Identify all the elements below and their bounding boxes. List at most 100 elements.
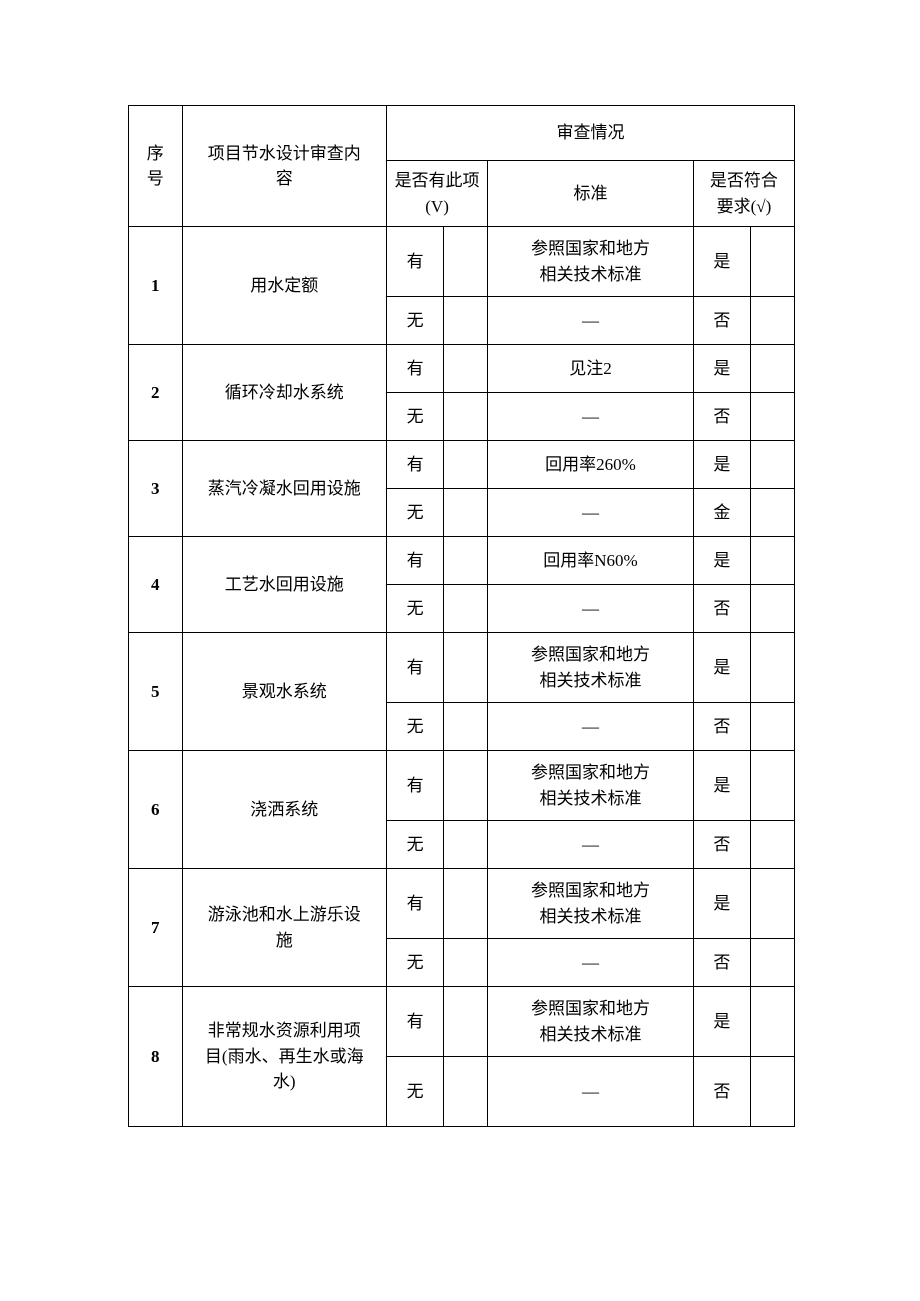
std-wu: — bbox=[488, 821, 694, 869]
res-you-mark[interactable] bbox=[750, 633, 794, 703]
res-you-mark[interactable] bbox=[750, 987, 794, 1057]
res-you-mark[interactable] bbox=[750, 537, 794, 585]
std-wu: — bbox=[488, 703, 694, 751]
content-cell: 工艺水回用设施 bbox=[182, 537, 387, 633]
res-you-mark[interactable] bbox=[750, 751, 794, 821]
res-you-label: 是 bbox=[693, 441, 750, 489]
res-you-label: 是 bbox=[693, 537, 750, 585]
std-wu: — bbox=[488, 1057, 694, 1127]
std-you: 参照国家和地方相关技术标准 bbox=[488, 869, 694, 939]
res-you-label: 是 bbox=[693, 345, 750, 393]
std-wu: — bbox=[488, 489, 694, 537]
has-wu-label: 无 bbox=[387, 585, 444, 633]
header-seq: 序号 bbox=[129, 106, 183, 227]
header-standard: 标准 bbox=[488, 161, 694, 227]
std-you: 参照国家和地方相关技术标准 bbox=[488, 987, 694, 1057]
has-you-label: 有 bbox=[387, 441, 444, 489]
res-wu-label: 否 bbox=[693, 1057, 750, 1127]
std-you: 回用率260% bbox=[488, 441, 694, 489]
seq-cell: 2 bbox=[129, 345, 183, 441]
has-you-label: 有 bbox=[387, 345, 444, 393]
content-cell: 蒸汽冷凝水回用设施 bbox=[182, 441, 387, 537]
has-wu-label: 无 bbox=[387, 1057, 444, 1127]
res-you-label: 是 bbox=[693, 633, 750, 703]
res-wu-mark[interactable] bbox=[750, 393, 794, 441]
std-wu: — bbox=[488, 585, 694, 633]
seq-cell: 3 bbox=[129, 441, 183, 537]
header-content: 项目节水设计审查内容 bbox=[182, 106, 387, 227]
res-you-label: 是 bbox=[693, 869, 750, 939]
content-cell: 用水定额 bbox=[182, 227, 387, 345]
has-you-mark[interactable] bbox=[444, 345, 488, 393]
std-wu: — bbox=[488, 939, 694, 987]
content-cell: 循环冷却水系统 bbox=[182, 345, 387, 441]
has-you-mark[interactable] bbox=[444, 633, 488, 703]
res-wu-mark[interactable] bbox=[750, 297, 794, 345]
seq-cell: 6 bbox=[129, 751, 183, 869]
has-you-mark[interactable] bbox=[444, 537, 488, 585]
res-you-mark[interactable] bbox=[750, 345, 794, 393]
has-you-label: 有 bbox=[387, 537, 444, 585]
res-you-mark[interactable] bbox=[750, 441, 794, 489]
res-wu-label: 否 bbox=[693, 585, 750, 633]
std-you: 见注2 bbox=[488, 345, 694, 393]
res-wu-label: 否 bbox=[693, 939, 750, 987]
res-wu-label: 否 bbox=[693, 821, 750, 869]
has-you-label: 有 bbox=[387, 751, 444, 821]
res-wu-mark[interactable] bbox=[750, 489, 794, 537]
content-cell: 游泳池和水上游乐设施 bbox=[182, 869, 387, 987]
has-wu-label: 无 bbox=[387, 489, 444, 537]
content-cell: 非常规水资源利用项目(雨水、再生水或海水) bbox=[182, 987, 387, 1127]
content-cell: 景观水系统 bbox=[182, 633, 387, 751]
std-you: 参照国家和地方相关技术标准 bbox=[488, 751, 694, 821]
res-you-label: 是 bbox=[693, 227, 750, 297]
has-wu-label: 无 bbox=[387, 297, 444, 345]
has-wu-label: 无 bbox=[387, 821, 444, 869]
res-wu-mark[interactable] bbox=[750, 939, 794, 987]
res-wu-label: 否 bbox=[693, 297, 750, 345]
std-wu: — bbox=[488, 393, 694, 441]
seq-cell: 8 bbox=[129, 987, 183, 1127]
res-wu-mark[interactable] bbox=[750, 585, 794, 633]
res-wu-label: 金 bbox=[693, 489, 750, 537]
header-has-item: 是否有此项(V) bbox=[387, 161, 488, 227]
seq-cell: 7 bbox=[129, 869, 183, 987]
content-cell: 浇洒系统 bbox=[182, 751, 387, 869]
has-you-label: 有 bbox=[387, 227, 444, 297]
has-wu-label: 无 bbox=[387, 703, 444, 751]
seq-cell: 1 bbox=[129, 227, 183, 345]
has-you-label: 有 bbox=[387, 633, 444, 703]
has-you-mark[interactable] bbox=[444, 441, 488, 489]
has-wu-label: 无 bbox=[387, 393, 444, 441]
has-wu-mark[interactable] bbox=[444, 585, 488, 633]
res-wu-mark[interactable] bbox=[750, 821, 794, 869]
res-you-label: 是 bbox=[693, 751, 750, 821]
header-review: 审查情况 bbox=[387, 106, 795, 161]
has-you-mark[interactable] bbox=[444, 869, 488, 939]
review-table: 序号项目节水设计审查内容审查情况是否有此项(V)标准是否符合要求(√)1用水定额… bbox=[128, 105, 795, 1127]
has-wu-mark[interactable] bbox=[444, 297, 488, 345]
std-you: 回用率N60% bbox=[488, 537, 694, 585]
res-you-mark[interactable] bbox=[750, 227, 794, 297]
res-wu-mark[interactable] bbox=[750, 1057, 794, 1127]
has-wu-label: 无 bbox=[387, 939, 444, 987]
has-wu-mark[interactable] bbox=[444, 703, 488, 751]
res-you-mark[interactable] bbox=[750, 869, 794, 939]
std-you: 参照国家和地方相关技术标准 bbox=[488, 227, 694, 297]
has-wu-mark[interactable] bbox=[444, 1057, 488, 1127]
has-wu-mark[interactable] bbox=[444, 393, 488, 441]
std-you: 参照国家和地方相关技术标准 bbox=[488, 633, 694, 703]
seq-cell: 5 bbox=[129, 633, 183, 751]
std-wu: — bbox=[488, 297, 694, 345]
has-you-label: 有 bbox=[387, 987, 444, 1057]
res-wu-mark[interactable] bbox=[750, 703, 794, 751]
res-you-label: 是 bbox=[693, 987, 750, 1057]
has-you-mark[interactable] bbox=[444, 751, 488, 821]
has-you-mark[interactable] bbox=[444, 227, 488, 297]
has-you-label: 有 bbox=[387, 869, 444, 939]
has-wu-mark[interactable] bbox=[444, 489, 488, 537]
res-wu-label: 否 bbox=[693, 393, 750, 441]
has-wu-mark[interactable] bbox=[444, 821, 488, 869]
has-you-mark[interactable] bbox=[444, 987, 488, 1057]
has-wu-mark[interactable] bbox=[444, 939, 488, 987]
